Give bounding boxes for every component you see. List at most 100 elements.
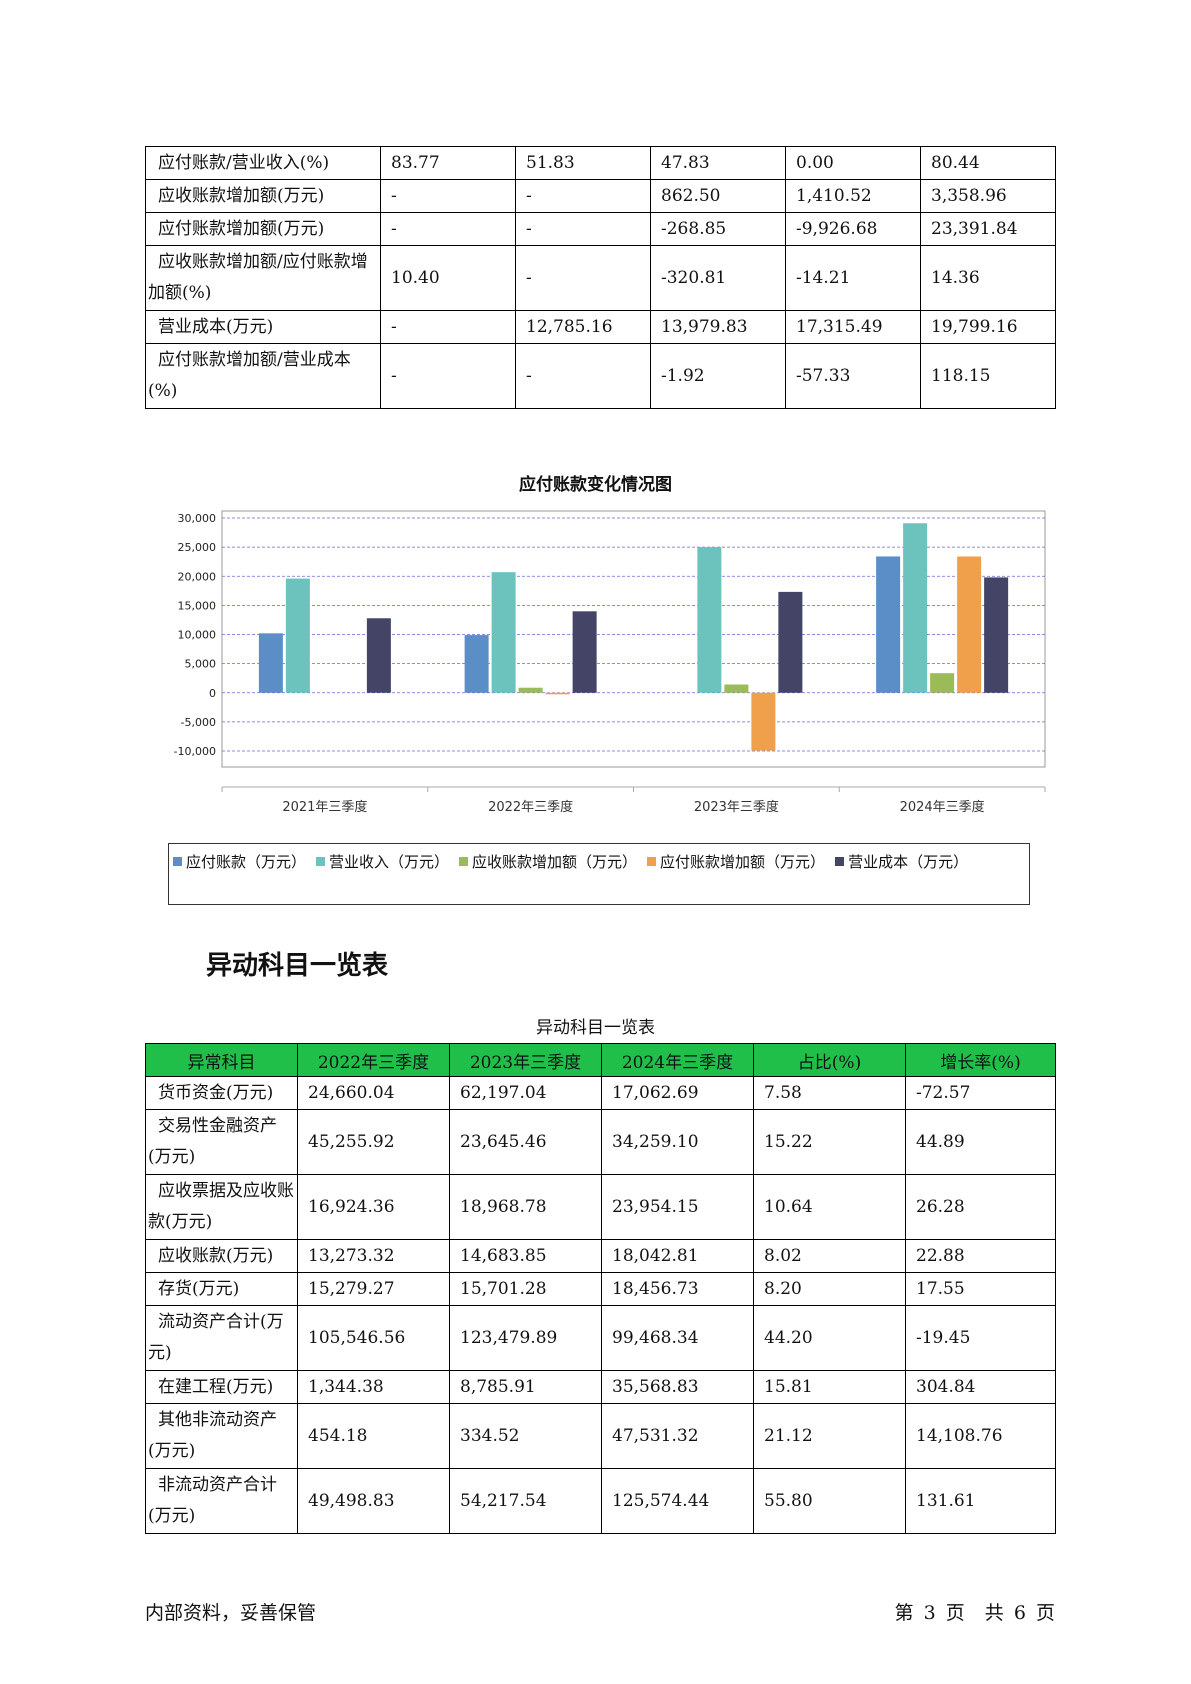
table-row: 应收账款增加额(万元) - -862.50 1,410.52 3,358.96 bbox=[145, 179, 1056, 213]
table-cell: 17.55 bbox=[905, 1272, 1056, 1306]
table-cell: 8,785.91 bbox=[449, 1370, 602, 1404]
payable-metrics-table: 应付账款/营业收入(%) 83.77 51.83 47.83 0.00 80.44 应收账款… bbox=[145, 146, 1056, 409]
table-row: 应收票据及应收账款(万元) 16,924.36 18,968.78 23,954.15… bbox=[145, 1174, 1056, 1240]
y-tick-label: -5,000 bbox=[181, 716, 216, 729]
confidentiality-note: 内部资料，妥善保管 bbox=[145, 1602, 317, 1624]
legend-item: 应付账款（万元） bbox=[173, 848, 306, 876]
table-cell: 105,546.56 bbox=[297, 1305, 450, 1371]
table-cell: 12,785.16 bbox=[515, 310, 651, 344]
table-cell: -19.45 bbox=[905, 1305, 1056, 1371]
table-caption: 异动科目一览表 bbox=[536, 1018, 655, 1038]
legend-label: 应付账款增加额（万元） bbox=[660, 853, 826, 871]
legend-item: 应付账款增加额（万元） bbox=[647, 848, 825, 876]
table-cell: -1.92 bbox=[650, 343, 786, 409]
table-cell: 80.44 bbox=[920, 146, 1056, 180]
table-cell: 125,574.44 bbox=[601, 1468, 754, 1534]
table-row: 货币资金(万元) 24,660.04 62,197.04 17,062.69 7.58-… bbox=[145, 1076, 1056, 1110]
legend-label: 应付账款（万元） bbox=[186, 853, 307, 871]
legend-swatch bbox=[647, 857, 657, 866]
table-cell: 304.84 bbox=[905, 1370, 1056, 1404]
table-cell: 10.64 bbox=[753, 1174, 906, 1240]
row-label: 应付账款增加额/营业成本(%) bbox=[145, 343, 381, 409]
table-row: 交易性金融资产(万元) 45,255.92 23,645.46 34,259.10 15… bbox=[145, 1109, 1056, 1175]
table-cell: -268.85 bbox=[650, 212, 786, 246]
table-cell: 14,683.85 bbox=[449, 1239, 602, 1273]
chart-legend: 应付账款（万元） 营业收入（万元） 应收账款增加额（万元） 应付账款增加额（万元） 营业… bbox=[168, 843, 1030, 905]
table-cell: 22.88 bbox=[905, 1239, 1056, 1273]
table-row: 存货(万元) 15,279.27 15,701.28 18,456.73 8.20 17.… bbox=[145, 1272, 1056, 1306]
table-cell: 454.18 bbox=[297, 1403, 450, 1469]
y-tick-label: -10,000 bbox=[174, 745, 216, 758]
page-number: 第 3 页 共 6 页 bbox=[891, 1598, 1055, 1625]
y-tick-label: 15,000 bbox=[178, 599, 217, 612]
row-label: 在建工程(万元) bbox=[145, 1370, 298, 1404]
column-header: 占比(%) bbox=[753, 1043, 906, 1077]
bar bbox=[491, 572, 516, 693]
table-cell: 7.58 bbox=[753, 1076, 906, 1110]
x-tick-label: 2022年三季度 bbox=[488, 799, 573, 815]
page-suffix: 页 bbox=[1035, 1602, 1055, 1624]
page-total-prefix: 共 bbox=[984, 1602, 1004, 1624]
anomaly-items-table-body: 货币资金(万元) 24,660.04 62,197.04 17,062.69 7.58-… bbox=[145, 1076, 1056, 1534]
table-cell: 3,358.96 bbox=[920, 179, 1056, 213]
table-cell: 118.15 bbox=[920, 343, 1056, 409]
table-row: 营业成本(万元) -12,785.16 13,979.83 17,315.49 19,7… bbox=[145, 310, 1056, 344]
table-cell: -9,926.68 bbox=[785, 212, 921, 246]
bar bbox=[697, 547, 722, 693]
y-tick-label: 30,000 bbox=[178, 512, 217, 525]
bar bbox=[572, 611, 597, 693]
table-cell: 62,197.04 bbox=[449, 1076, 602, 1110]
legend-swatch bbox=[459, 857, 469, 866]
table-cell: 49,498.83 bbox=[297, 1468, 450, 1534]
row-label: 交易性金融资产(万元) bbox=[145, 1109, 298, 1175]
legend-label: 营业收入（万元） bbox=[329, 853, 450, 871]
table-row: 应付账款增加额(万元) - - -268.85 -9,926.68 23,391.84 bbox=[145, 212, 1056, 246]
bar bbox=[464, 635, 489, 693]
table-cell: -14.21 bbox=[785, 245, 921, 311]
table-row: 应收账款增加额/应付账款增加额(%) 10.40- -320.81 -14.21 14.… bbox=[145, 245, 1056, 311]
table-cell: 862.50 bbox=[650, 179, 786, 213]
table-cell: 21.12 bbox=[753, 1403, 906, 1469]
table-cell: 0.00 bbox=[785, 146, 921, 180]
x-tick-label: 2023年三季度 bbox=[694, 799, 779, 815]
payable-metrics-table-body: 应付账款/营业收入(%) 83.77 51.83 47.83 0.00 80.44 应收账款… bbox=[145, 146, 1056, 409]
table-cell: 99,468.34 bbox=[601, 1305, 754, 1371]
y-tick-label: 25,000 bbox=[178, 541, 217, 554]
table-cell: 55.80 bbox=[753, 1468, 906, 1534]
bar bbox=[258, 633, 283, 693]
table-cell: - bbox=[380, 212, 516, 246]
table-cell: 14.36 bbox=[920, 245, 1056, 311]
table-cell: 123,479.89 bbox=[449, 1305, 602, 1371]
table-cell: 16,924.36 bbox=[297, 1174, 450, 1240]
table-cell: - bbox=[515, 212, 651, 246]
table-row: 流动资产合计(万元) 105,546.56 123,479.89 99,468.34 4… bbox=[145, 1305, 1056, 1371]
table-cell: 15,279.27 bbox=[297, 1272, 450, 1306]
bar bbox=[724, 684, 749, 693]
table-cell: 35,568.83 bbox=[601, 1370, 754, 1404]
bar bbox=[876, 556, 901, 693]
table-cell: -72.57 bbox=[905, 1076, 1056, 1110]
legend-swatch bbox=[173, 857, 182, 866]
table-cell: 47,531.32 bbox=[601, 1403, 754, 1469]
row-label: 营业成本(万元) bbox=[145, 310, 381, 344]
bar bbox=[518, 687, 543, 693]
row-label: 流动资产合计(万元) bbox=[145, 1305, 298, 1371]
column-header: 异常科目 bbox=[145, 1043, 298, 1077]
page-prefix: 第 bbox=[894, 1602, 914, 1624]
x-tick-label: 2021年三季度 bbox=[282, 799, 367, 815]
column-header: 增长率(%) bbox=[905, 1043, 1056, 1077]
table-cell: 26.28 bbox=[905, 1174, 1056, 1240]
table-cell: 17,062.69 bbox=[601, 1076, 754, 1110]
table-cell: 23,391.84 bbox=[920, 212, 1056, 246]
bar bbox=[930, 673, 955, 693]
legend-item: 应收账款增加额（万元） bbox=[459, 848, 637, 876]
table-header-row: 异常科目 2022年三季度 2023年三季度 2024年三季度 占比(%) 增长率(%) bbox=[145, 1043, 1056, 1077]
table-cell: -320.81 bbox=[650, 245, 786, 311]
y-tick-label: 5,000 bbox=[185, 658, 217, 671]
y-tick-label: 20,000 bbox=[178, 570, 217, 583]
column-header: 2023年三季度 bbox=[449, 1043, 602, 1077]
row-label: 应收票据及应收账款(万元) bbox=[145, 1174, 298, 1240]
table-row: 在建工程(万元) 1,344.38 8,785.91 35,568.83 15.81 30… bbox=[145, 1370, 1056, 1404]
row-label: 非流动资产合计(万元) bbox=[145, 1468, 298, 1534]
legend-swatch bbox=[835, 857, 845, 866]
